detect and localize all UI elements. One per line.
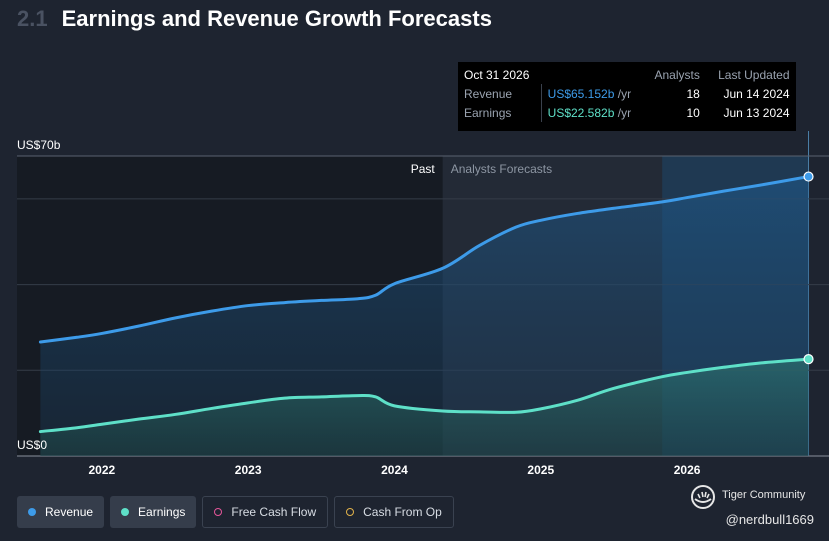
cash-from-op-ring-icon	[346, 508, 355, 516]
watermark-handle: @nerdbull1669	[725, 512, 814, 527]
data-tooltip: Oct 31 2026 Analysts Last Updated Revenu…	[458, 62, 796, 131]
tooltip-revenue-analysts: 18	[686, 86, 700, 101]
legend-earnings-button[interactable]: Earnings	[110, 496, 197, 528]
x-tick-label: 2024	[381, 463, 408, 477]
legend-revenue-button[interactable]: Revenue	[17, 496, 105, 528]
legend-revenue-label: Revenue	[45, 505, 94, 519]
x-tick-label: 2022	[89, 463, 116, 477]
tiger-community-logo-icon	[691, 485, 715, 509]
chart-legend: Revenue Earnings Free Cash Flow Cash Fro…	[17, 496, 454, 528]
legend-free-cash-flow-label: Free Cash Flow	[231, 505, 317, 519]
legend-free-cash-flow-button[interactable]: Free Cash Flow	[202, 496, 329, 528]
tooltip-date: Oct 31 2026	[464, 67, 530, 82]
y-tick-top-label: US$70b	[17, 138, 61, 152]
tooltip-revenue-label: Revenue	[464, 86, 513, 101]
watermark-brand: Tiger Community	[722, 489, 806, 501]
y-tick-bottom-label: US$0	[17, 438, 47, 452]
revenue-line	[38, 175, 811, 344]
tooltip-earnings-value: US$22.582b	[547, 105, 615, 120]
tooltip-earnings-label: Earnings	[464, 105, 512, 120]
earnings-area	[40, 359, 809, 456]
legend-earnings-label: Earnings	[138, 505, 186, 519]
section-header: 2.1 Earnings and Revenue Growth Forecast…	[17, 6, 492, 36]
tooltip-col-analysts: Analysts	[654, 67, 700, 82]
tooltip-revenue-unit: /yr	[617, 86, 632, 101]
revenue-dot-icon	[28, 508, 36, 516]
x-tick-label: 2025	[527, 463, 554, 477]
free-cash-flow-ring-icon	[214, 508, 223, 516]
earnings-line	[38, 357, 811, 434]
forecast-label: Analysts Forecasts	[451, 162, 552, 176]
section-number: 2.1	[17, 6, 48, 31]
earnings-endpoint	[803, 354, 814, 365]
tooltip-revenue-value: US$65.152b	[547, 86, 615, 101]
x-tick-label: 2023	[235, 463, 262, 477]
tooltip-earnings-analysts: 10	[686, 105, 700, 120]
tooltip-earnings-unit: /yr	[617, 105, 632, 120]
tooltip-earnings-updated: Jun 13 2024	[723, 105, 790, 120]
watermark: Tiger Community @nerdbull1669	[690, 482, 814, 532]
legend-cash-from-op-button[interactable]: Cash From Op	[334, 496, 454, 528]
tooltip-revenue-updated: Jun 14 2024	[723, 86, 790, 101]
tooltip-col-updated: Last Updated	[718, 67, 790, 82]
x-tick-label: 2026	[674, 463, 701, 477]
revenue-endpoint	[803, 171, 814, 182]
past-label: Past	[411, 162, 436, 176]
earnings-dot-icon	[121, 508, 130, 516]
legend-cash-from-op-label: Cash From Op	[363, 505, 442, 519]
page-title: Earnings and Revenue Growth Forecasts	[61, 6, 492, 31]
